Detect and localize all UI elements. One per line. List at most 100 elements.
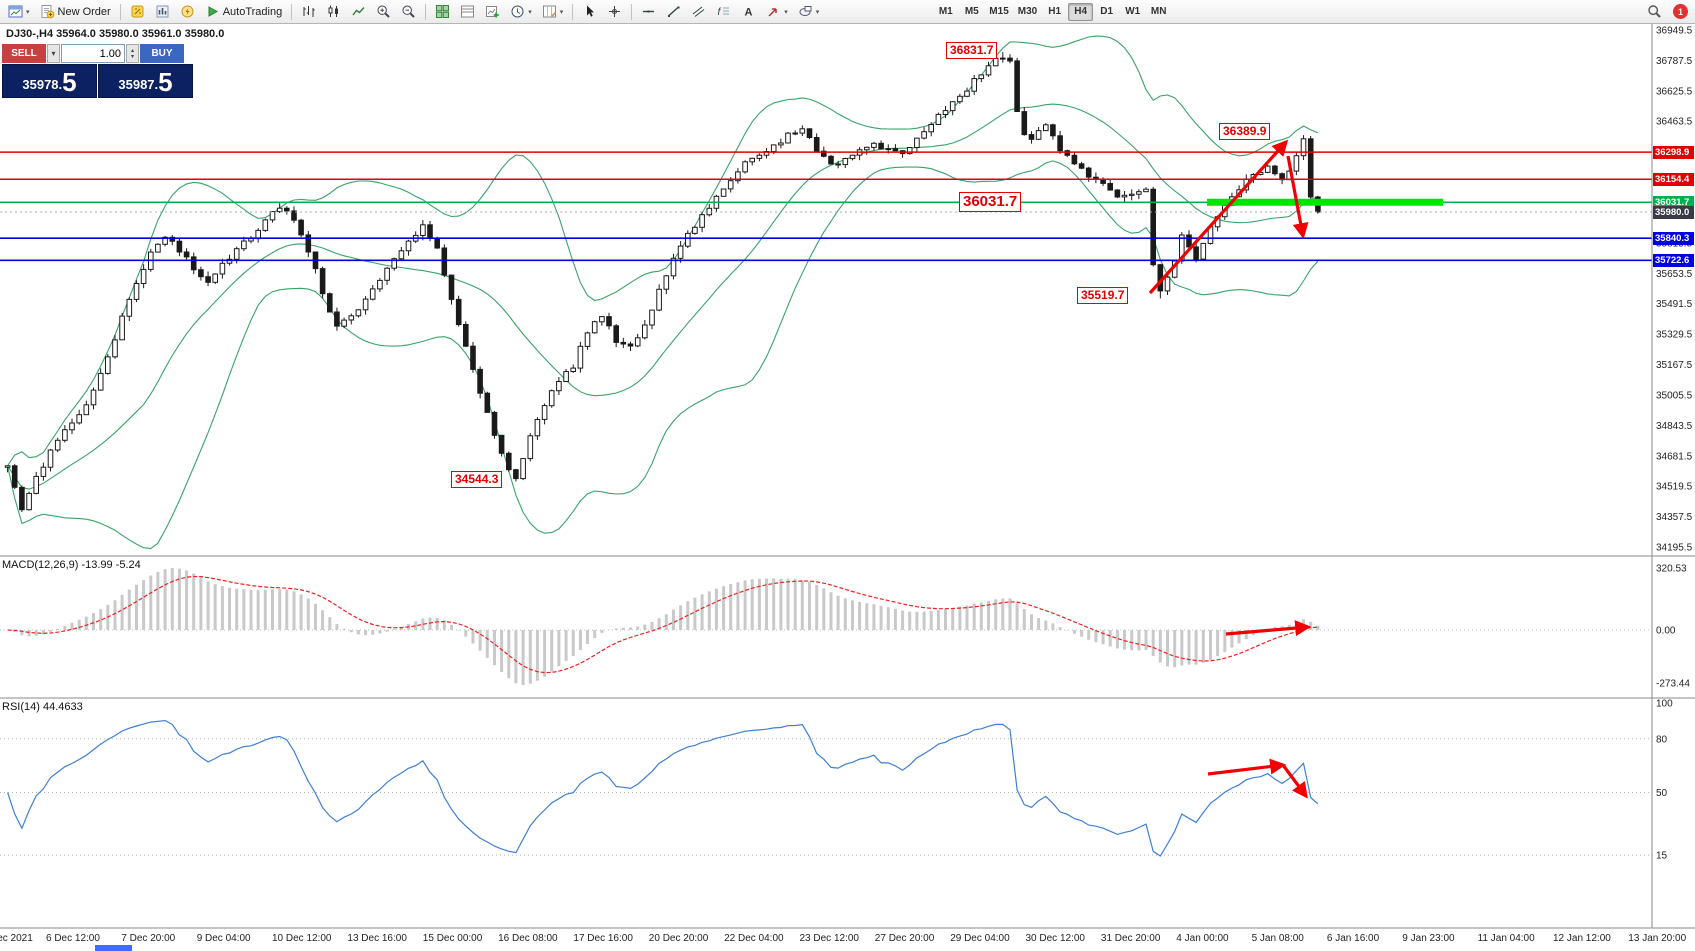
macd-axis-tick: -273.44: [1656, 679, 1690, 690]
time-axis-label: 7 Dec 20:00: [121, 933, 175, 944]
timeframe-d1[interactable]: D1: [1100, 6, 1114, 17]
caret-down-icon: ▾: [26, 8, 30, 16]
notification-badge[interactable]: 1: [1673, 4, 1688, 19]
timeframe-m15[interactable]: M15: [989, 6, 1009, 17]
shapes-icon[interactable]: ▾: [794, 2, 824, 22]
caret-down-icon: ▾: [559, 8, 564, 16]
search-icon[interactable]: [1643, 2, 1666, 22]
profiles-chart-icon[interactable]: ▾: [4, 2, 34, 22]
buy-tab[interactable]: BUY: [140, 44, 184, 63]
cursor-icon[interactable]: [578, 2, 601, 22]
channel-icon[interactable]: [687, 2, 710, 22]
volume-stepper[interactable]: ▴ ▾: [126, 44, 139, 63]
window-list-icon[interactable]: [456, 2, 479, 22]
zoom-out-icon[interactable]: [397, 2, 420, 22]
timeframe-m1[interactable]: M1: [938, 6, 953, 17]
trend-arrows: [1148, 139, 1312, 799]
rsi-panel: 100 80 50 15: [0, 699, 1673, 862]
text-tool-icon[interactable]: A: [737, 2, 760, 22]
price-axis-tick: 34681.5: [1656, 451, 1693, 462]
sell-price-button[interactable]: 35978. 5: [2, 64, 97, 98]
price-axis-tick: 36949.5: [1656, 26, 1693, 37]
time-axis-label: 27 Dec 20:00: [875, 933, 935, 944]
volume-input[interactable]: [61, 44, 125, 63]
trend-arrow[interactable]: [1225, 620, 1312, 637]
fibonacci-icon[interactable]: f: [712, 2, 735, 22]
periods-icon[interactable]: ▾: [506, 2, 536, 22]
price-annotation[interactable]: 36831.7: [946, 42, 998, 59]
sell-tab[interactable]: SELL: [2, 44, 46, 63]
buy-price-big-digit: 5: [158, 67, 173, 97]
signals-icon[interactable]: [176, 2, 199, 22]
time-axis-label: 5 Jan 08:00: [1252, 933, 1305, 944]
crosshair-icon[interactable]: [603, 2, 626, 22]
scroll-thumb[interactable]: [95, 945, 132, 951]
trendline-icon[interactable]: [662, 2, 685, 22]
line-chart-icon[interactable]: [347, 2, 370, 22]
bar-chart-icon[interactable]: [297, 2, 320, 22]
trend-arrow[interactable]: [1281, 764, 1308, 799]
new-order-button[interactable]: New Order: [36, 2, 115, 22]
price-axis-tick: 36787.5: [1656, 56, 1693, 67]
svg-text:f: f: [718, 7, 722, 18]
arrows-tool-icon[interactable]: ▾: [762, 2, 792, 22]
caret-down-icon: ▾: [528, 8, 532, 16]
macd-panel: 320.53 0.00 -273.44: [0, 564, 1690, 690]
price-axis-tick: 34195.5: [1656, 543, 1693, 554]
time-axis-label: 15 Dec 00:00: [423, 933, 483, 944]
new-order-button-label: New Order: [57, 5, 111, 18]
time-axis-label: 6 Dec 12:00: [46, 933, 100, 944]
time-axis-label: 23 Dec 12:00: [800, 933, 860, 944]
timeframe-mn[interactable]: MN: [1150, 6, 1167, 17]
horizontal-line-icon[interactable]: [637, 2, 660, 22]
macd-signal-line: [7, 575, 1318, 674]
buy-price-button[interactable]: 35987. 5: [98, 64, 193, 98]
trend-arrow[interactable]: [1286, 155, 1309, 240]
time-axis-label: 17 Dec 16:00: [573, 933, 633, 944]
toolbar-separator: [119, 3, 121, 20]
autotrading-button-label: AutoTrading: [222, 5, 283, 18]
chart-canvas[interactable]: 36949.5 36787.5 36625.5 36463.5 36301.5 36139…: [0, 24, 1695, 951]
templates-icon[interactable]: ▾: [538, 2, 568, 22]
autotrading-button[interactable]: AutoTrading: [201, 2, 287, 22]
metaeditor-icon[interactable]: [126, 2, 149, 22]
candles-layer: [4, 52, 1321, 513]
toolbar-separator: [631, 3, 633, 20]
time-axis: Dec 2021 6 Dec 12:00 7 Dec 20:00 9 Dec 04:0…: [0, 933, 1687, 944]
price-axis-tick: 35815.5: [1656, 238, 1693, 249]
bollinger-upper-line: [7, 35, 1319, 467]
new-chart-icon[interactable]: [481, 2, 504, 22]
timeframe-m5[interactable]: M5: [964, 6, 979, 17]
tile-windows-icon[interactable]: [431, 2, 454, 22]
price-annotation[interactable]: 34544.3: [451, 471, 503, 488]
candlestick-chart-icon[interactable]: [322, 2, 345, 22]
zoom-in-icon[interactable]: [372, 2, 395, 22]
bollinger-lower-line: [7, 160, 1319, 550]
svg-text:A: A: [745, 7, 753, 19]
rsi-label: RSI(14) 44.4633: [2, 701, 83, 713]
toolbar-separator: [572, 3, 574, 20]
bollinger-middle-line: [7, 103, 1319, 490]
timeframe-m30[interactable]: M30: [1017, 6, 1038, 17]
price-axis-tick: 36301.5: [1656, 147, 1693, 158]
price-annotation[interactable]: 35519.7: [1077, 287, 1129, 304]
trade-panel-top-row: SELL ▾ ▴▾ BUY: [2, 44, 193, 63]
timeframe-group: M1 M5 M15 M30 H1 H4 D1 W1 MN: [933, 2, 1171, 21]
price-axis-tick: 35491.5: [1656, 299, 1693, 310]
trend-arrow[interactable]: [1207, 758, 1287, 776]
price-annotation[interactable]: 36031.7: [959, 192, 1022, 212]
toolbar-right: 1: [1643, 2, 1691, 22]
time-axis-label: 11 Jan 04:00: [1478, 933, 1536, 944]
trade-options-caret-icon[interactable]: ▾: [47, 44, 60, 63]
rsi-line: [7, 719, 1319, 857]
timeframe-h4[interactable]: H4: [1068, 2, 1094, 21]
time-axis-label: 31 Dec 20:00: [1101, 933, 1161, 944]
trend-arrow[interactable]: [1148, 139, 1289, 295]
time-axis-label: 16 Dec 08:00: [498, 933, 558, 944]
macd-label: MACD(12,26,9) -13.99 -5.24: [2, 559, 141, 571]
market-watch-icon[interactable]: [151, 2, 174, 22]
timeframe-w1[interactable]: W1: [1125, 6, 1141, 17]
price-annotation[interactable]: 36389.9: [1219, 123, 1271, 140]
timeframe-h1[interactable]: H1: [1048, 6, 1062, 17]
level-lines: [0, 151, 1652, 262]
